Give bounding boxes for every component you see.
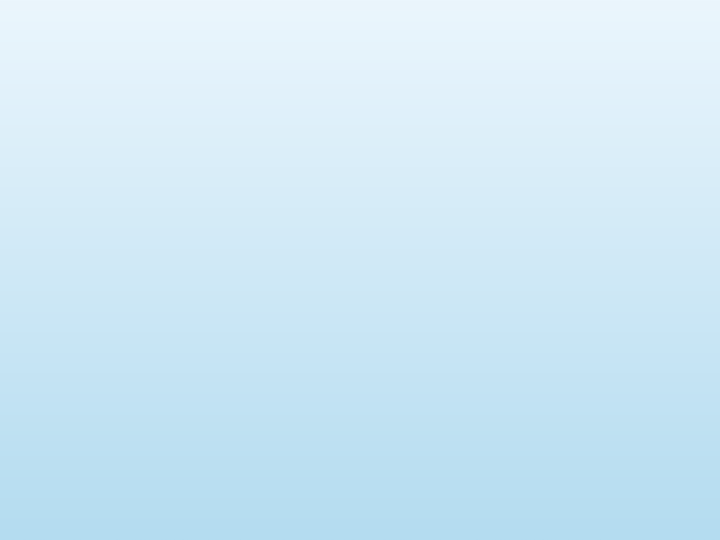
Text: glycerine at 25°C flows in a pipe with a 150-mm inside: glycerine at 25°C flows in a pipe with a… bbox=[16, 103, 720, 129]
Text: $\rho = 1258\ \mathrm{kg/m^3}$: $\rho = 1258\ \mathrm{kg/m^3}$ bbox=[148, 408, 256, 430]
Text: $N_R = \dfrac{(3.6)(0.15)(1258)}{9.60 \times 10^{-1}} = 708$: $N_R = \dfrac{(3.6)(0.15)(1258)}{9.60 \t… bbox=[302, 442, 535, 481]
FancyBboxPatch shape bbox=[120, 287, 704, 528]
Text: (from Appendix B): (from Appendix B) bbox=[403, 408, 531, 422]
Text: diameter.  The average velocity of flow is 3.6 m/s.: diameter. The average velocity of flow i… bbox=[16, 143, 678, 169]
Text: $\mu = 9.60 \times 10^{-1}\ \mathrm{Pa{\cdot}s}$: $\mu = 9.60 \times 10^{-1}\ \mathrm{Pa{\… bbox=[148, 443, 289, 464]
Text: Example 8.1: Example 8.1 bbox=[16, 24, 117, 39]
Text: $v = 3.6$ m/s: $v = 3.6$ m/s bbox=[166, 340, 244, 355]
Text: We must first evaluate the Reynolds number using Eq.: We must first evaluate the Reynolds numb… bbox=[16, 205, 720, 231]
Text: Determine whether the flow is laminar or turbulent if: Determine whether the flow is laminar or… bbox=[16, 62, 717, 88]
Text: $N_R = vD\rho/\mu$: $N_R = vD\rho/\mu$ bbox=[144, 305, 221, 322]
Text: $D = 0.15$ m: $D = 0.15$ m bbox=[151, 374, 228, 388]
Text: (from Appendix B): (from Appendix B) bbox=[454, 443, 581, 457]
Text: (8–1):: (8–1): bbox=[16, 246, 92, 272]
